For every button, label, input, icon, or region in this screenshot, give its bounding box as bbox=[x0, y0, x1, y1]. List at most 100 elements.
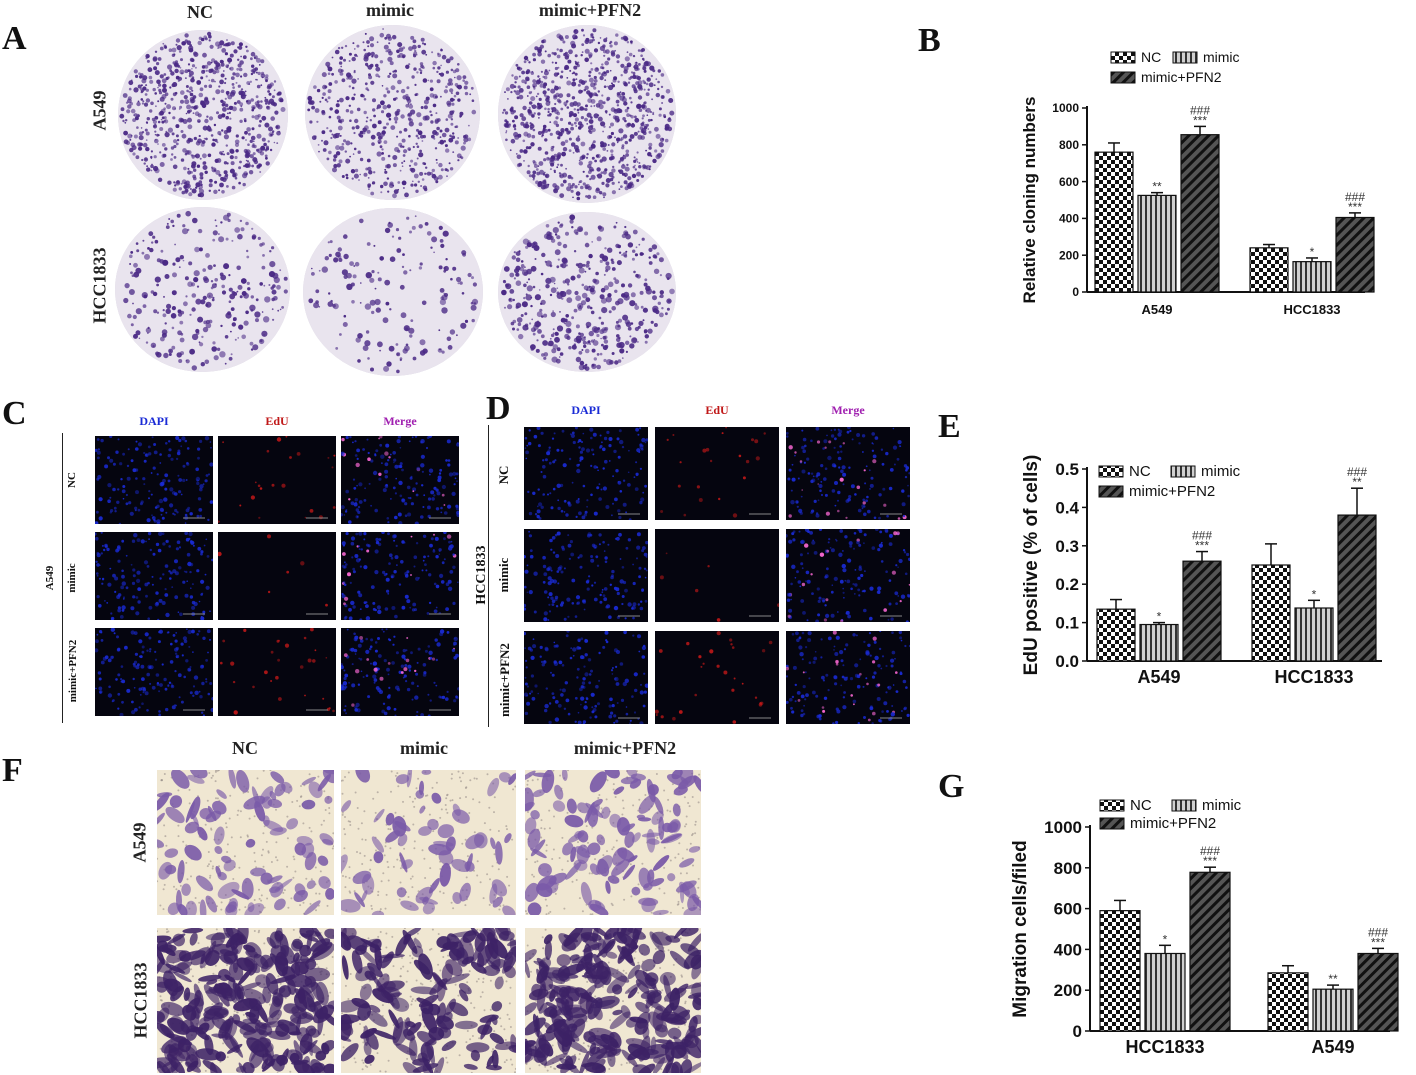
significance-label: *** bbox=[1371, 935, 1385, 949]
significance-label: ### bbox=[1192, 529, 1212, 543]
bar bbox=[1099, 910, 1141, 1032]
legend-swatch bbox=[1171, 799, 1197, 812]
bar bbox=[1249, 247, 1289, 293]
bar bbox=[1251, 564, 1291, 662]
micro-c-mimic-edu bbox=[218, 532, 336, 620]
panel-f-col-mimic: mimic bbox=[400, 738, 448, 758]
micro-c-nc-edu bbox=[218, 436, 336, 524]
panel-d-row-nc: NC bbox=[496, 465, 511, 485]
y-tick-label: 1000 bbox=[1052, 101, 1079, 115]
panel-d-row-bracket bbox=[488, 425, 489, 727]
micro-d-pfn2-edu bbox=[655, 631, 779, 724]
micro-c-mimic-dapi bbox=[95, 532, 213, 620]
bar bbox=[1335, 216, 1375, 293]
legend-label: NC bbox=[1130, 797, 1152, 814]
panel-label-b: B bbox=[918, 22, 941, 59]
y-tick-label: 600 bbox=[1054, 900, 1082, 919]
bar bbox=[1267, 972, 1309, 1032]
legend-label: mimic+PFN2 bbox=[1141, 69, 1222, 85]
transwell-hcc1833-mimic-pfn2 bbox=[525, 928, 701, 1073]
bar bbox=[1139, 623, 1179, 662]
micro-d-pfn2-dapi bbox=[524, 631, 648, 724]
bar bbox=[1357, 952, 1399, 1032]
micro-d-mimic-edu bbox=[655, 529, 779, 622]
panel-c-row-nc: NC bbox=[66, 472, 78, 488]
panel-d-col-dapi: DAPI bbox=[571, 403, 601, 417]
legend-swatch bbox=[1110, 51, 1136, 64]
transwell-a549-nc bbox=[157, 770, 334, 915]
bar bbox=[1189, 871, 1231, 1032]
panel-c-cell-line: A549 bbox=[44, 565, 56, 591]
legend-label: NC bbox=[1141, 49, 1161, 65]
significance-label: * bbox=[1312, 587, 1317, 601]
bar bbox=[1094, 151, 1134, 293]
significance-label: ### bbox=[1347, 465, 1367, 479]
bar bbox=[1292, 261, 1332, 293]
y-axis-label: Relative cloning numbers bbox=[1020, 97, 1039, 304]
colony-dish-a549-nc bbox=[118, 30, 288, 200]
significance-label: *** bbox=[1193, 113, 1207, 127]
chart-b-cloning: 0 200 400 600 800 1000 Relative cloning number… bbox=[1020, 49, 1375, 317]
panel-a-col-mimic-pfn2: mimic+PFN2 bbox=[538, 0, 642, 20]
legend-swatch bbox=[1170, 465, 1196, 478]
transwell-hcc1833-nc bbox=[157, 928, 334, 1073]
colony-dish-hcc1833-mimic bbox=[303, 208, 483, 376]
y-tick-label: 0.0 bbox=[1055, 652, 1079, 671]
significance-label: ### bbox=[1200, 844, 1220, 858]
micro-d-mimic-dapi bbox=[524, 529, 648, 622]
y-axis-label: Migration cells/filed bbox=[1010, 840, 1031, 1017]
y-tick-label: 0 bbox=[1073, 1022, 1082, 1041]
y-tick-label: 0 bbox=[1072, 285, 1079, 299]
micro-c-mimic-merge bbox=[341, 532, 459, 620]
panel-label-g: G bbox=[938, 768, 965, 805]
micro-d-nc-dapi bbox=[524, 427, 648, 520]
legend-label: mimic+PFN2 bbox=[1130, 815, 1216, 832]
bar bbox=[1337, 514, 1377, 662]
panel-d-row-mimic: mimic bbox=[496, 557, 511, 593]
significance-label: ### bbox=[1368, 925, 1388, 939]
y-axis-label: EdU positive (% of cells) bbox=[1021, 455, 1042, 676]
panel-d-col-merge: Merge bbox=[831, 403, 865, 417]
significance-label: * bbox=[1310, 245, 1315, 259]
panel-c-row-bracket bbox=[62, 433, 63, 723]
x-tick-label: A549 bbox=[1137, 667, 1180, 687]
significance-label: * bbox=[1163, 932, 1168, 946]
legend-swatch bbox=[1098, 465, 1124, 478]
x-tick-label: A549 bbox=[1141, 302, 1172, 317]
panel-f-row-hcc1833: HCC1833 bbox=[130, 962, 151, 1039]
legend-label: mimic bbox=[1203, 49, 1240, 65]
y-tick-label: 0.5 bbox=[1055, 460, 1079, 479]
bar bbox=[1312, 988, 1354, 1032]
panel-a-col-mimic: mimic bbox=[366, 0, 414, 20]
bar bbox=[1180, 134, 1220, 293]
micro-d-pfn2-merge bbox=[786, 631, 910, 724]
panel-label-d: D bbox=[486, 390, 511, 427]
legend-swatch bbox=[1098, 485, 1124, 498]
y-tick-label: 800 bbox=[1054, 859, 1082, 878]
x-tick-label: HCC1833 bbox=[1283, 302, 1340, 317]
y-tick-label: 0.2 bbox=[1055, 575, 1079, 594]
y-tick-label: 0.4 bbox=[1055, 498, 1079, 517]
panel-label-f: F bbox=[2, 752, 23, 789]
bar bbox=[1182, 560, 1222, 662]
panel-c-col-dapi: DAPI bbox=[139, 414, 169, 428]
panel-c-col-merge: Merge bbox=[383, 414, 417, 428]
x-tick-label: HCC1833 bbox=[1125, 1037, 1204, 1057]
micro-d-nc-edu bbox=[655, 427, 779, 520]
significance-label: ### bbox=[1345, 190, 1365, 204]
panel-d-cell-line: HCC1833 bbox=[474, 545, 489, 605]
significance-label: *** bbox=[1203, 854, 1217, 868]
y-tick-label: 400 bbox=[1059, 212, 1079, 226]
panel-a-row-hcc1833: HCC1833 bbox=[89, 247, 110, 324]
micro-c-pfn2-merge bbox=[341, 628, 459, 716]
micro-d-mimic-merge bbox=[786, 529, 910, 622]
colony-dish-hcc1833-mimic-pfn2 bbox=[498, 212, 676, 372]
significance-label: ** bbox=[1328, 972, 1338, 986]
panel-a-col-nc: NC bbox=[187, 2, 213, 22]
significance-label: ** bbox=[1152, 180, 1162, 194]
y-tick-label: 0.3 bbox=[1055, 537, 1079, 556]
y-tick-label: 200 bbox=[1054, 981, 1082, 1000]
panel-f-col-nc: NC bbox=[232, 738, 258, 758]
panel-c-row-mimic-pfn2: mimic+PFN2 bbox=[67, 639, 79, 703]
